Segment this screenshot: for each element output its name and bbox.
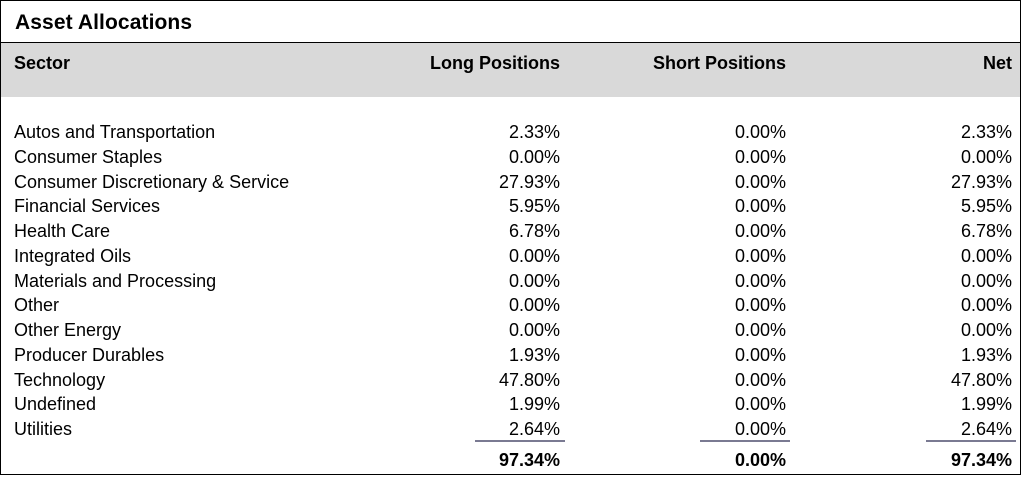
long-cell: 0.00%	[508, 295, 560, 316]
sector-cell: Consumer Discretionary & Service	[14, 171, 290, 192]
long-cell: 1.93%	[508, 344, 560, 365]
long-cell: 2.64%	[508, 419, 560, 439]
table-row: Other Energy 0.00% 0.00% 0.00%	[0, 318, 1024, 343]
long-cell: 5.95%	[508, 196, 560, 217]
table-title: Asset Allocations	[15, 11, 193, 34]
net-cell: 1.93%	[960, 344, 1012, 365]
table-row: Utilities 2.64% 0.00% 2.64%	[0, 417, 1024, 442]
short-cell: 0.00%	[734, 245, 786, 266]
sector-cell: Other Energy	[14, 320, 122, 340]
net-cell: 2.64%	[960, 419, 1012, 439]
short-cell: 0.00%	[734, 146, 786, 167]
short-cell: 0.00%	[734, 344, 786, 365]
header-long-positions: Long Positions	[430, 53, 560, 73]
header-net: Net	[982, 53, 1012, 73]
short-cell: 0.00%	[734, 122, 786, 142]
net-cell: 6.78%	[960, 221, 1012, 241]
sector-cell: Technology	[14, 369, 106, 390]
net-cell: 0.00%	[960, 146, 1012, 167]
table-row: Producer Durables 1.93% 0.00% 1.93%	[0, 343, 1024, 368]
net-cell: 0.00%	[960, 245, 1012, 266]
table-row: Health Care 6.78% 0.00% 6.78%	[0, 219, 1024, 244]
short-cell: 0.00%	[734, 369, 786, 390]
sector-cell: Health Care	[14, 221, 111, 241]
table-row: Consumer Discretionary & Service 27.93% …	[0, 170, 1024, 195]
sector-cell: Autos and Transportation	[14, 122, 216, 142]
title-divider	[1, 42, 1020, 43]
sector-cell: Utilities	[14, 419, 73, 439]
long-cell: 0.00%	[508, 245, 560, 266]
table-row: Integrated Oils 0.00% 0.00% 0.00%	[0, 244, 1024, 269]
sector-cell: Integrated Oils	[14, 245, 132, 266]
sector-cell: Producer Durables	[14, 344, 165, 365]
short-cell: 0.00%	[734, 394, 786, 415]
net-cell: 5.95%	[960, 196, 1012, 217]
short-cell: 0.00%	[734, 419, 786, 439]
net-cell: 2.33%	[960, 122, 1012, 142]
table-row: Materials and Processing 0.00% 0.00% 0.0…	[0, 269, 1024, 294]
sector-cell: Other	[14, 295, 60, 316]
long-cell: 1.99%	[508, 394, 560, 415]
table-row: Consumer Staples 0.00% 0.00% 0.00%	[0, 145, 1024, 170]
short-total-rule	[700, 440, 790, 442]
total-long-cell: 97.34%	[498, 450, 560, 470]
long-cell: 2.33%	[508, 122, 560, 142]
sector-cell: Financial Services	[14, 196, 161, 217]
table-row: Financial Services 5.95% 0.00% 5.95%	[0, 194, 1024, 219]
net-total-rule	[926, 440, 1016, 442]
short-cell: 0.00%	[734, 270, 786, 291]
sector-cell: Consumer Staples	[14, 146, 163, 167]
table-row: Technology 47.80% 0.00% 47.80%	[0, 368, 1024, 393]
net-cell: 1.99%	[960, 394, 1012, 415]
column-header-band	[1, 43, 1020, 97]
sector-cell: Materials and Processing	[14, 270, 217, 291]
net-cell: 47.80%	[950, 369, 1012, 390]
long-total-rule	[475, 440, 565, 442]
header-short-positions: Short Positions	[652, 53, 786, 73]
short-cell: 0.00%	[734, 171, 786, 192]
net-cell: 0.00%	[960, 295, 1012, 316]
total-short-cell: 0.00%	[734, 450, 786, 470]
long-cell: 0.00%	[508, 320, 560, 340]
net-cell: 0.00%	[960, 320, 1012, 340]
long-cell: 6.78%	[508, 221, 560, 241]
short-cell: 0.00%	[734, 221, 786, 241]
long-cell: 0.00%	[508, 270, 560, 291]
net-cell: 0.00%	[960, 270, 1012, 291]
short-cell: 0.00%	[734, 320, 786, 340]
table-row: Undefined 1.99% 0.00% 1.99%	[0, 392, 1024, 417]
header-sector: Sector	[14, 53, 71, 73]
sector-cell: Undefined	[14, 394, 97, 415]
long-cell: 47.80%	[498, 369, 560, 390]
table-row: Autos and Transportation 2.33% 0.00% 2.3…	[0, 120, 1024, 145]
long-cell: 27.93%	[498, 171, 560, 192]
short-cell: 0.00%	[734, 196, 786, 217]
net-cell: 27.93%	[950, 171, 1012, 192]
table-body: Autos and Transportation 2.33% 0.00% 2.3…	[0, 120, 1024, 442]
total-net-cell: 97.34%	[950, 450, 1012, 470]
short-cell: 0.00%	[734, 295, 786, 316]
long-cell: 0.00%	[508, 146, 560, 167]
table-row: Other 0.00% 0.00% 0.00%	[0, 293, 1024, 318]
